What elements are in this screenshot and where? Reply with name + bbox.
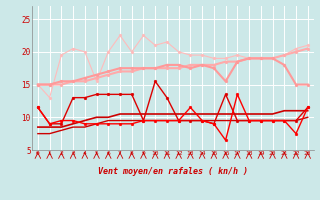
X-axis label: Vent moyen/en rafales ( kn/h ): Vent moyen/en rafales ( kn/h ) xyxy=(98,168,248,176)
